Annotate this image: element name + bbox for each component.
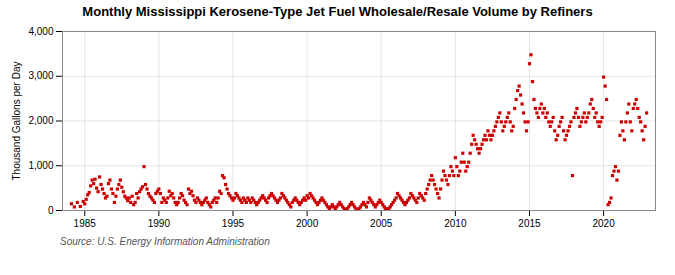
svg-text:2000: 2000: [296, 218, 319, 229]
svg-text:3,000: 3,000: [28, 70, 53, 81]
svg-text:2010: 2010: [444, 218, 467, 229]
html-text:Monthly Mississippi Kerosene-T: Monthly Mississippi Kerosene-Type Jet Fu…: [82, 4, 593, 19]
svg-text:2,000: 2,000: [28, 115, 53, 126]
svg-text:4,000: 4,000: [28, 26, 53, 37]
svg-text:1,000: 1,000: [28, 160, 53, 171]
svg-text:2020: 2020: [592, 218, 615, 229]
html-text:Source: U.S. Energy Informatio: Source: U.S. Energy Information Administ…: [60, 236, 270, 247]
svg-text:2015: 2015: [518, 218, 541, 229]
svg-text:0: 0: [48, 205, 54, 216]
svg-text:1990: 1990: [148, 218, 171, 229]
svg-text:Thousand Gallons per Day: Thousand Gallons per Day: [11, 62, 22, 181]
svg-text:1995: 1995: [222, 218, 245, 229]
svg-text:2005: 2005: [370, 218, 393, 229]
svg-text:1985: 1985: [74, 218, 97, 229]
